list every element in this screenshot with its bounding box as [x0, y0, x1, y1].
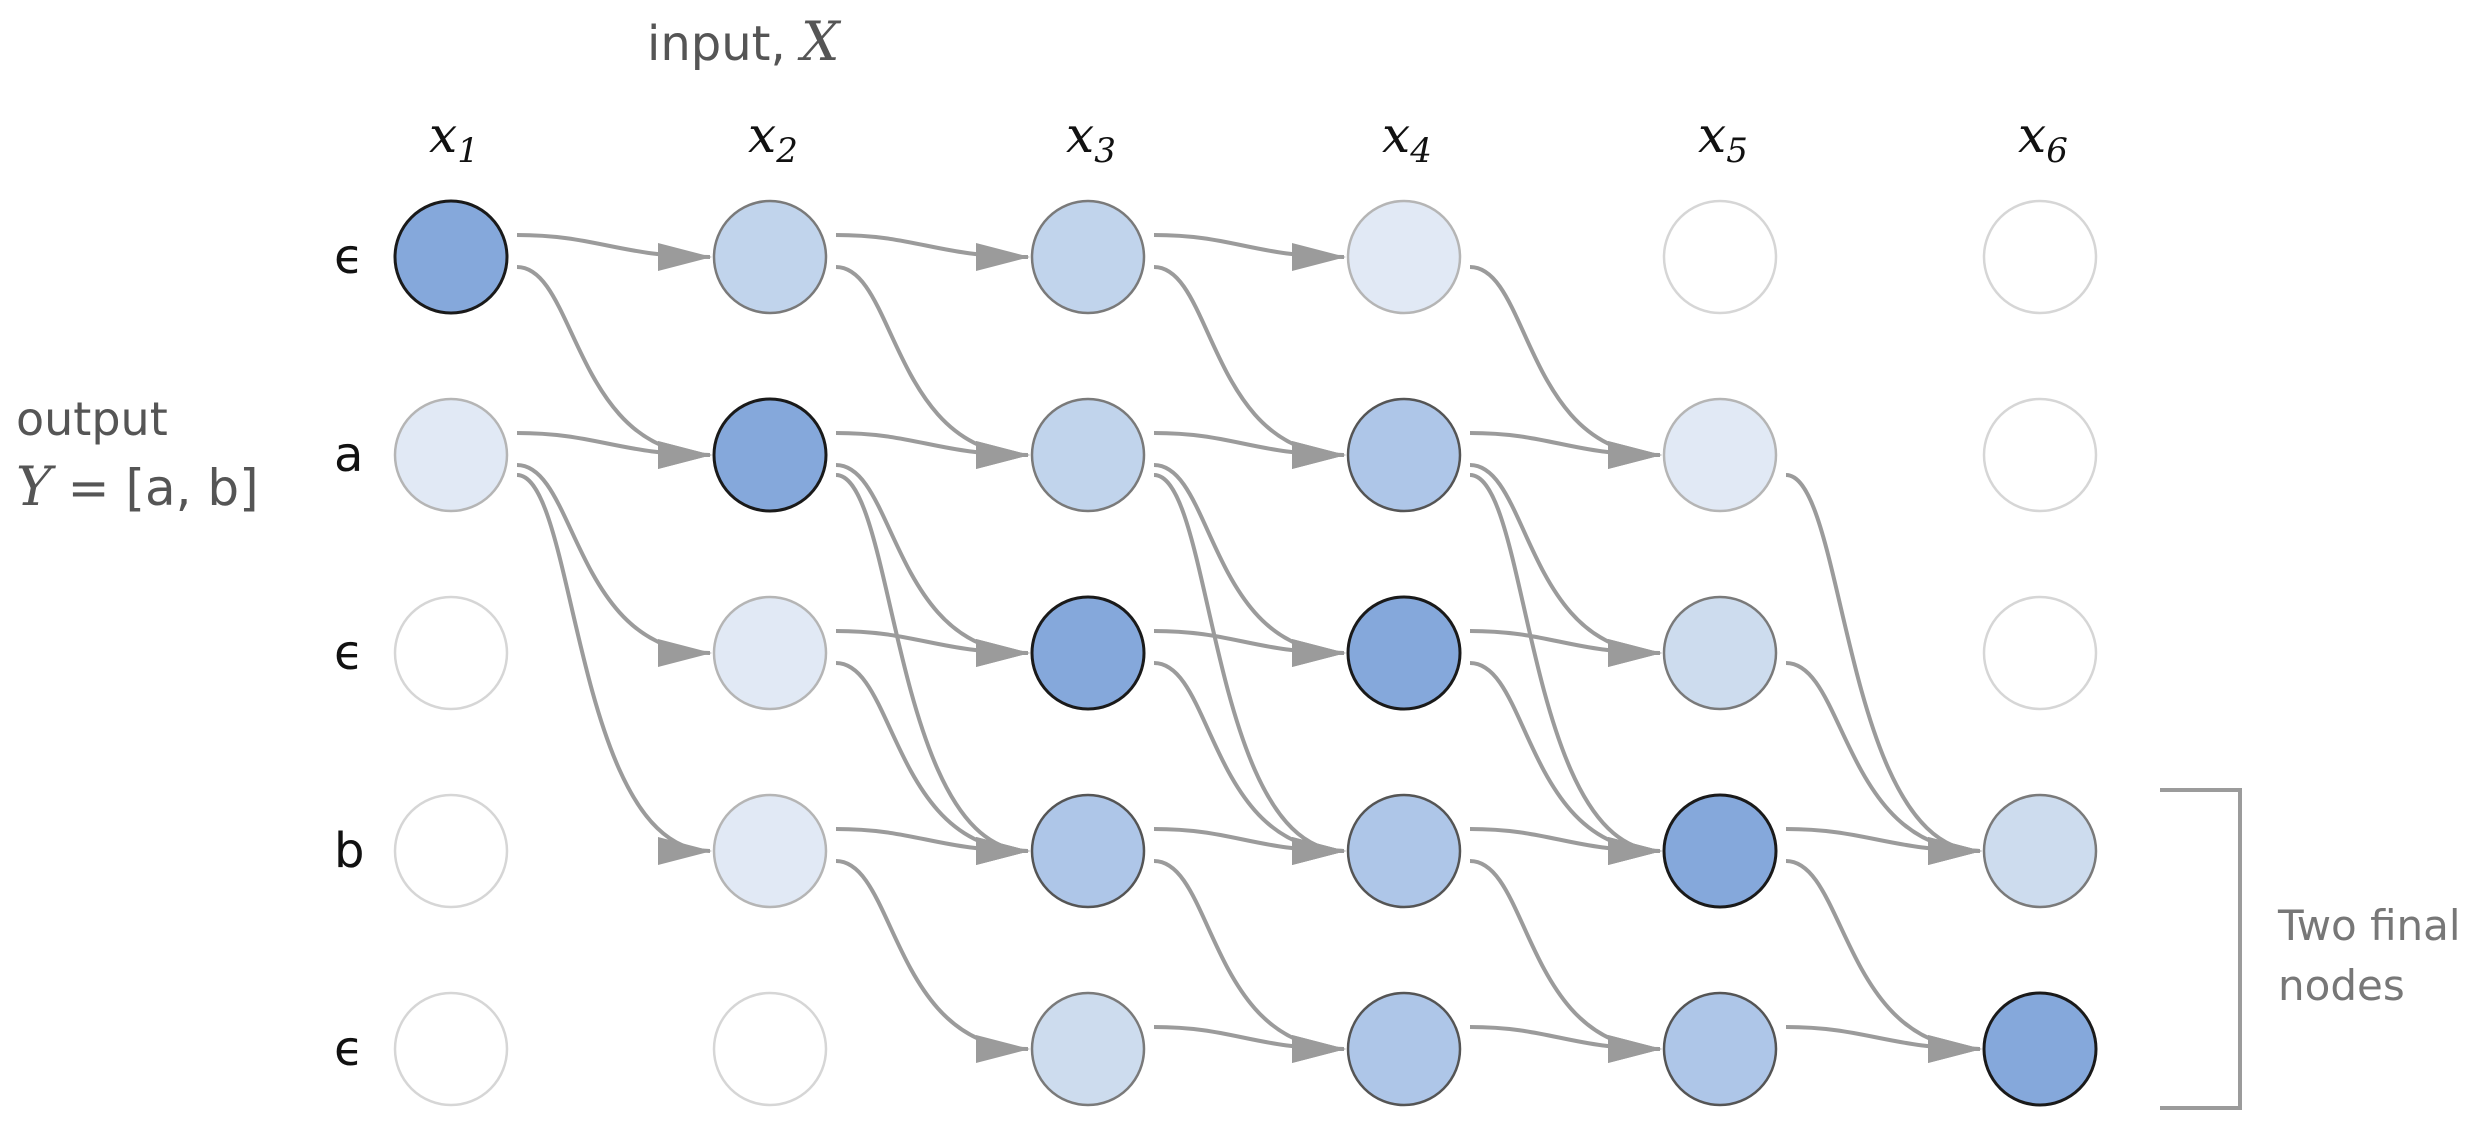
- edge-r2c1-to-r2c2: [835, 629, 1030, 667]
- edge-r1c3-to-r2c4: [1469, 463, 1662, 667]
- node-row3-col2: [712, 595, 828, 711]
- node-row5-col2: [712, 991, 828, 1107]
- node-row3-col4: [1346, 595, 1462, 711]
- node-row3-col1: [393, 595, 509, 711]
- node-row1-col5: [1662, 199, 1778, 315]
- edge-r1c0-to-r2c1: [516, 463, 712, 667]
- node-row5-col4: [1346, 991, 1462, 1107]
- row-label-4: b: [334, 823, 364, 879]
- edge-r3c2-to-r3c3: [1153, 827, 1346, 865]
- edge-r1c1-to-r2c2: [835, 463, 1030, 667]
- node-row2-col1: [393, 397, 509, 513]
- node-row1-col4: [1346, 199, 1462, 315]
- node-row4-col6: [1982, 793, 2098, 909]
- edge-r3c3-to-r4c4: [1469, 859, 1662, 1063]
- node-row4-col2: [712, 793, 828, 909]
- node-row2-col5: [1662, 397, 1778, 513]
- row-label-5: ϵ: [334, 1021, 364, 1077]
- node-row3-col3: [1030, 595, 1146, 711]
- edge-r0c0-to-r1c1: [516, 265, 712, 469]
- edge-r0c1-to-r0c2: [835, 233, 1030, 271]
- edge-r0c3-to-r1c4: [1469, 265, 1662, 469]
- column-label-1: x1: [429, 106, 479, 171]
- edge-r0c1-to-r1c2: [835, 265, 1030, 469]
- node-row2-col3: [1030, 397, 1146, 513]
- output-label: output: [16, 392, 168, 446]
- node-row3-col6: [1982, 595, 2098, 711]
- node-row5-col3: [1030, 991, 1146, 1107]
- edge-r1c2-to-r2c3: [1153, 463, 1346, 667]
- edge-r1c0-to-r3c1: [516, 473, 712, 865]
- edge-r1c1-to-r3c2: [835, 473, 1030, 865]
- final-nodes-bracket: [2160, 788, 2242, 1110]
- column-label-3: x3: [1066, 106, 1116, 171]
- column-label-6: x6: [2018, 106, 2068, 171]
- edge-r1c3-to-r3c4: [1469, 473, 1662, 865]
- edges-layer: [516, 233, 1982, 1063]
- node-row1-col6: [1982, 199, 2098, 315]
- row-label-1: ϵ: [334, 229, 364, 285]
- input-label: input, X: [647, 10, 842, 73]
- edge-r4c4-to-r4c5: [1785, 1025, 1982, 1063]
- node-row1-col3: [1030, 199, 1146, 315]
- node-row2-col6: [1982, 397, 2098, 513]
- row-labels: ϵ a ϵ b ϵ: [334, 229, 364, 1077]
- nodes-layer: [393, 199, 2098, 1107]
- final-nodes-note-line2: nodes: [2278, 961, 2405, 1010]
- edge-r1c2-to-r1c3: [1153, 431, 1346, 469]
- node-row1-col1: [393, 199, 509, 315]
- edge-r3c3-to-r3c4: [1469, 827, 1662, 865]
- edge-r1c4-to-r3c5: [1785, 473, 1982, 865]
- node-row4-col5: [1662, 793, 1778, 909]
- output-sequence-label: Y = [a, b]: [16, 455, 259, 518]
- node-row5-col6: [1982, 991, 2098, 1107]
- edge-r0c2-to-r0c3: [1153, 233, 1346, 271]
- final-nodes-note-line1: Two final: [2277, 901, 2461, 950]
- node-row5-col1: [393, 991, 509, 1107]
- column-labels: x1 x2 x3 x4 x5 x6: [429, 106, 2068, 171]
- node-row5-col5: [1662, 991, 1778, 1107]
- edge-r0c0-to-r0c1: [516, 233, 712, 271]
- column-label-4: x4: [1382, 106, 1432, 171]
- edge-r2c3-to-r2c4: [1469, 629, 1662, 667]
- node-row2-col4: [1346, 397, 1462, 513]
- edge-r1c1-to-r1c2: [835, 431, 1030, 469]
- node-row4-col4: [1346, 793, 1462, 909]
- edge-r3c4-to-r3c5: [1785, 827, 1982, 865]
- edge-r4c2-to-r4c3: [1153, 1025, 1346, 1063]
- column-label-2: x2: [748, 106, 798, 171]
- edge-r2c2-to-r2c3: [1153, 629, 1346, 667]
- node-row3-col5: [1662, 595, 1778, 711]
- node-row2-col2: [712, 397, 828, 513]
- edge-r1c3-to-r1c4: [1469, 431, 1662, 469]
- edge-r3c4-to-r4c5: [1785, 859, 1982, 1063]
- row-label-3: ϵ: [334, 625, 364, 681]
- row-label-2: a: [334, 427, 363, 483]
- edge-r0c2-to-r1c3: [1153, 265, 1346, 469]
- node-row4-col1: [393, 793, 509, 909]
- edge-r1c2-to-r3c3: [1153, 473, 1346, 865]
- edge-r1c0-to-r1c1: [516, 431, 712, 469]
- node-row4-col3: [1030, 793, 1146, 909]
- edge-r3c1-to-r4c2: [835, 859, 1030, 1063]
- edge-r3c1-to-r3c2: [835, 827, 1030, 865]
- node-row1-col2: [712, 199, 828, 315]
- edge-r3c2-to-r4c3: [1153, 859, 1346, 1063]
- edge-r4c3-to-r4c4: [1469, 1025, 1662, 1063]
- column-label-5: x5: [1698, 106, 1748, 171]
